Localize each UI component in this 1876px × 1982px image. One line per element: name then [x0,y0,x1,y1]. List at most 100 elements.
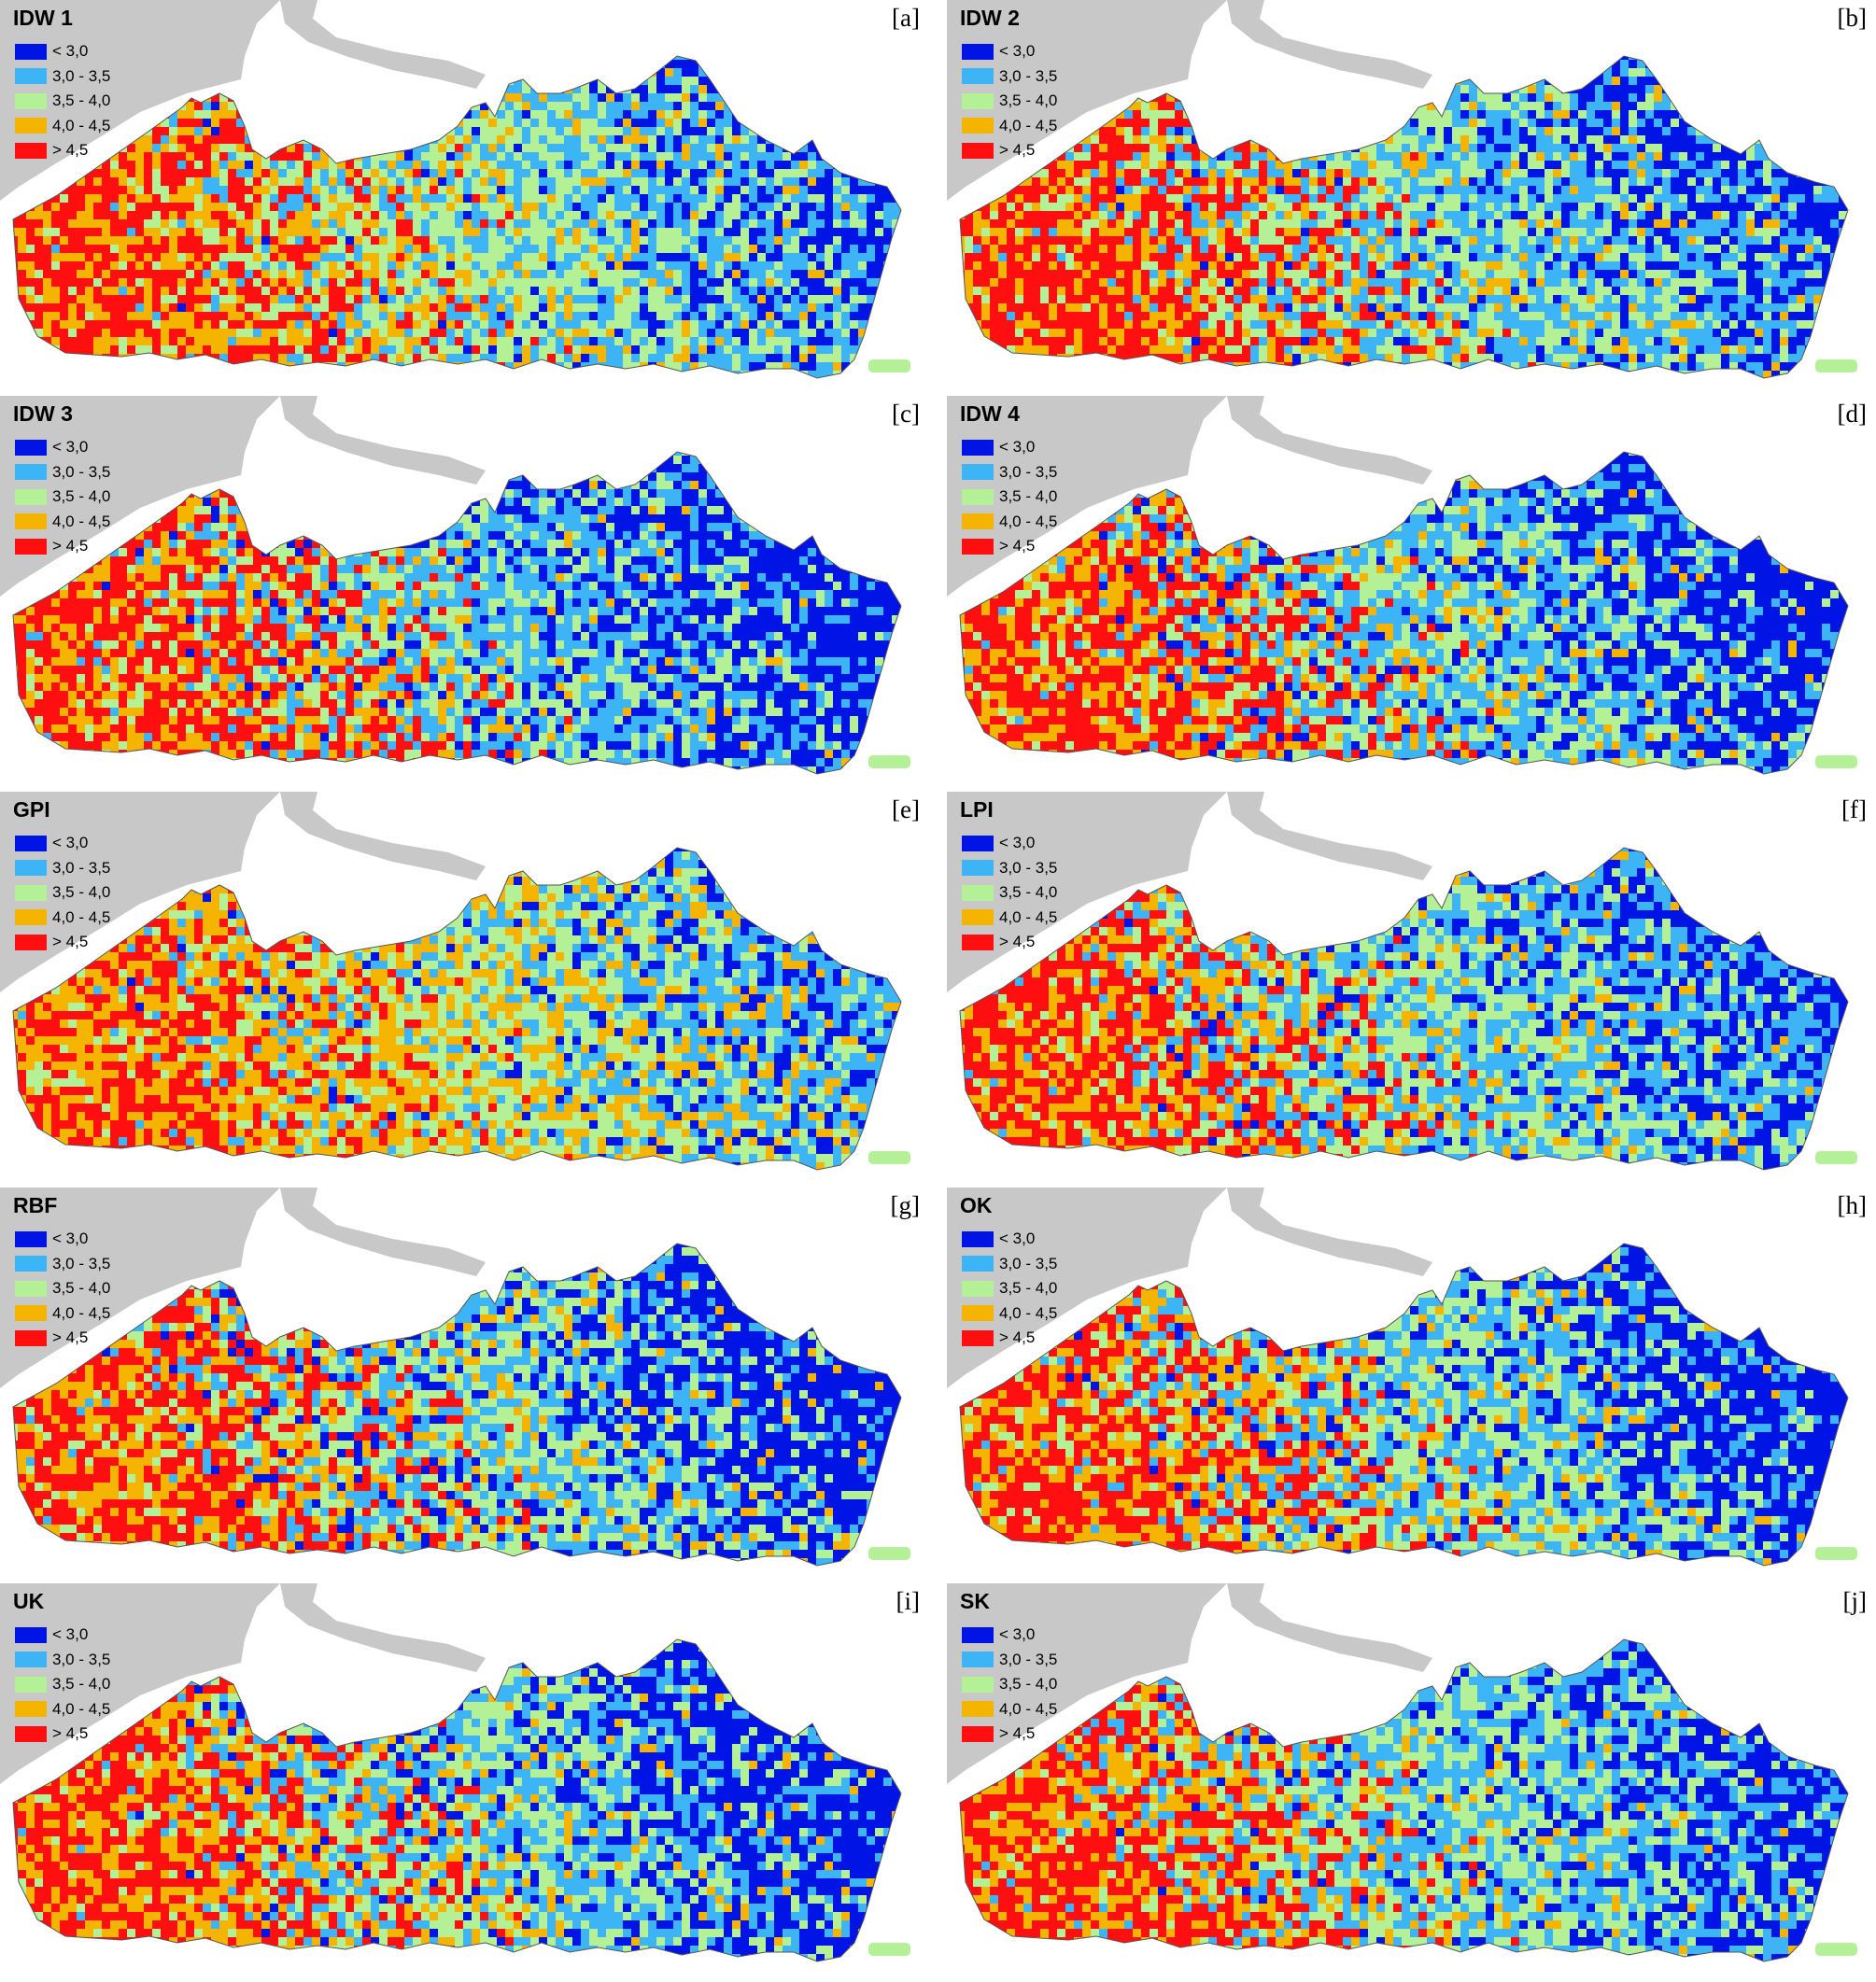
legend-label: < 3,0 [999,1625,1035,1644]
legend-item: 4,0 - 4,5 [15,1301,110,1327]
legend-swatch [15,860,47,877]
neighbour-land [0,1583,280,1784]
legend-item: < 3,0 [962,1623,1057,1648]
legend-item: 4,0 - 4,5 [962,1697,1057,1722]
map-panel: IDW 1 [a] < 3,0 3,0 - 3,5 3,5 - 4,0 4,0 - 4,5… [0,0,929,389]
exclave [1815,1151,1857,1164]
estuary-land [1227,1583,1432,1672]
legend-label: < 3,0 [999,834,1035,852]
legend-swatch [962,1305,994,1322]
legend-swatch [962,909,994,926]
panel-letter: [g] [891,1191,920,1220]
neighbour-land [0,396,280,597]
neighbour-land [0,792,280,992]
legend-swatch [962,1329,994,1346]
estuary-land [1227,396,1432,485]
legend-item: < 3,0 [962,435,1057,460]
legend-item: 4,0 - 4,5 [962,114,1057,139]
exclave [868,359,910,373]
neighbour-land [947,792,1227,992]
legend-label: 3,5 - 4,0 [999,1675,1057,1694]
legend-item: 3,0 - 3,5 [15,64,110,90]
exclave [1815,1943,1857,1956]
legend-item: 3,0 - 3,5 [962,460,1057,485]
legend: < 3,0 3,0 - 3,5 3,5 - 4,0 4,0 - 4,5 > 4,5 [15,1227,110,1351]
legend-label: 4,0 - 4,5 [999,513,1057,531]
legend-item: 3,5 - 4,0 [15,1672,110,1697]
neighbour-land [0,0,280,201]
legend-label: 4,0 - 4,5 [999,1700,1057,1719]
legend-swatch [15,92,47,109]
coastal-water [1188,871,1418,955]
legend-item: 3,5 - 4,0 [962,485,1057,510]
exclave [868,1547,910,1560]
estuary-land [280,0,486,89]
neighbour-land [947,1583,1227,1784]
map-canvas [0,792,910,1171]
panel-title: IDW 1 [13,6,73,31]
legend: < 3,0 3,0 - 3,5 3,5 - 4,0 4,0 - 4,5 > 4,5 [962,39,1057,163]
map-canvas [0,0,910,379]
legend-item: 4,0 - 4,5 [962,906,1057,931]
legend-item: 4,0 - 4,5 [15,114,110,139]
legend-label: 3,5 - 4,0 [52,487,110,506]
neighbour-land [0,1188,280,1388]
region-outline [12,451,902,775]
legend-item: 4,0 - 4,5 [15,1697,110,1722]
legend-swatch [962,68,994,85]
legend-item: > 4,5 [962,1722,1057,1747]
panel-letter: [f] [1841,795,1867,824]
legend-swatch [15,43,47,60]
legend-label: 3,5 - 4,0 [52,91,110,110]
legend-swatch [15,835,47,851]
legend-swatch [15,538,47,555]
legend-label: > 4,5 [52,1328,88,1347]
exclave [1815,755,1857,768]
legend-swatch [15,142,47,159]
legend-swatch [962,92,994,109]
legend-label: < 3,0 [52,42,88,61]
estuary-land [1227,792,1432,880]
legend-swatch [15,1256,47,1272]
legend-label: 3,0 - 3,5 [52,67,110,86]
panel-title: UK [13,1589,44,1614]
panel-letter: [h] [1838,1191,1867,1220]
map-panel: OK [h] < 3,0 3,0 - 3,5 3,5 - 4,0 4,0 - 4,5 > 4… [947,1188,1876,1577]
legend-swatch [15,513,47,530]
legend-label: 3,5 - 4,0 [52,1279,110,1298]
legend-label: 4,0 - 4,5 [52,513,110,531]
legend-label: > 4,5 [999,933,1035,951]
legend-label: 3,5 - 4,0 [52,1675,110,1694]
legend-item: 3,0 - 3,5 [962,856,1057,881]
legend-swatch [962,884,994,901]
exclave [1815,1547,1857,1560]
legend: < 3,0 3,0 - 3,5 3,5 - 4,0 4,0 - 4,5 > 4,5 [15,435,110,559]
legend-swatch [962,1676,994,1693]
panel-title: IDW 2 [960,6,1020,31]
legend-swatch [962,43,994,60]
legend-item: 3,0 - 3,5 [15,1252,110,1277]
panel-letter: [i] [896,1587,920,1616]
legend-swatch [962,538,994,555]
legend-label: < 3,0 [52,1625,88,1644]
panel-letter: [e] [892,795,920,824]
legend-swatch [962,934,994,950]
legend-swatch [15,1725,47,1742]
legend-item: 3,0 - 3,5 [962,64,1057,90]
legend-swatch [15,464,47,481]
legend-swatch [15,934,47,950]
legend-label: 4,0 - 4,5 [52,908,110,927]
legend-item: > 4,5 [15,138,110,163]
map-canvas [0,396,910,775]
coastal-water [241,1267,472,1351]
legend-label: 3,0 - 3,5 [999,67,1057,86]
legend: < 3,0 3,0 - 3,5 3,5 - 4,0 4,0 - 4,5 > 4,5 [15,1623,110,1747]
legend-item: > 4,5 [962,534,1057,559]
legend-item: 3,0 - 3,5 [962,1648,1057,1673]
legend-item: 3,5 - 4,0 [962,89,1057,114]
legend: < 3,0 3,0 - 3,5 3,5 - 4,0 4,0 - 4,5 > 4,5 [962,435,1057,559]
legend-label: > 4,5 [999,1724,1035,1743]
legend-label: 3,0 - 3,5 [999,463,1057,482]
legend-label: > 4,5 [52,933,88,951]
panel-letter: [c] [892,400,920,429]
